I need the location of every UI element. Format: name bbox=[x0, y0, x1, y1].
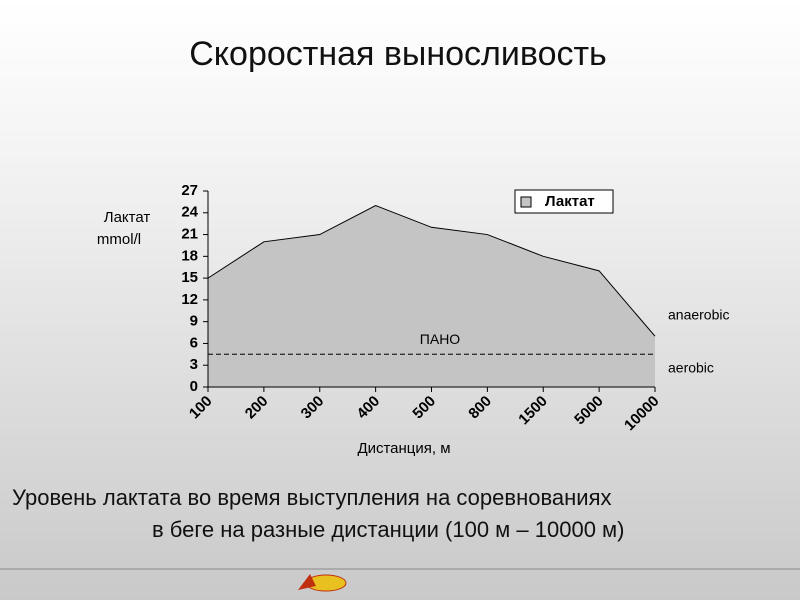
x-tick-label: 800 bbox=[465, 393, 495, 423]
annotation: anaerobic bbox=[668, 307, 730, 323]
y-tick-label: 12 bbox=[181, 291, 198, 308]
line bbox=[207, 204, 656, 337]
x-tick-label: 400 bbox=[354, 393, 384, 423]
x-tick-label: 10000 bbox=[621, 393, 663, 435]
annotation: aerobic bbox=[668, 360, 714, 376]
x-tick-label: 200 bbox=[242, 393, 272, 423]
legend-swatch bbox=[520, 196, 532, 208]
caption-line: Уровень лактата во время выступления на … bbox=[12, 485, 611, 510]
caption-line: в беге на разные дистанции (100 м – 1000… bbox=[152, 517, 625, 542]
logo bbox=[298, 574, 347, 592]
legend-box bbox=[514, 189, 614, 214]
slide-title: Скоростная выносливость bbox=[189, 35, 607, 73]
y-tick-label: 9 bbox=[190, 313, 198, 330]
y-axis-label: Лактат bbox=[104, 209, 151, 226]
x-tick-label: 100 bbox=[186, 393, 216, 423]
x-axis-label: Дистанция, м bbox=[357, 440, 450, 457]
x-tick-label: 5000 bbox=[571, 393, 607, 429]
legend-label: Лактат bbox=[545, 193, 595, 210]
y-tick-label: 21 bbox=[181, 226, 198, 243]
x-tick-label: 1500 bbox=[515, 393, 551, 429]
y-tick-label: 15 bbox=[181, 269, 198, 286]
x-tick-label: 300 bbox=[298, 393, 328, 423]
y-tick-label: 6 bbox=[190, 334, 198, 351]
y-tick-label: 3 bbox=[190, 356, 198, 373]
y-tick-label: 0 bbox=[190, 378, 198, 395]
area bbox=[208, 205, 655, 387]
y-tick-label: 18 bbox=[181, 247, 198, 264]
threshold-label: ПАНО bbox=[420, 331, 461, 347]
y-axis-label: mmol/l bbox=[97, 231, 141, 248]
x-tick-label: 500 bbox=[409, 393, 439, 423]
y-tick-label: 27 bbox=[181, 182, 198, 199]
y-tick-label: 24 bbox=[181, 204, 198, 221]
